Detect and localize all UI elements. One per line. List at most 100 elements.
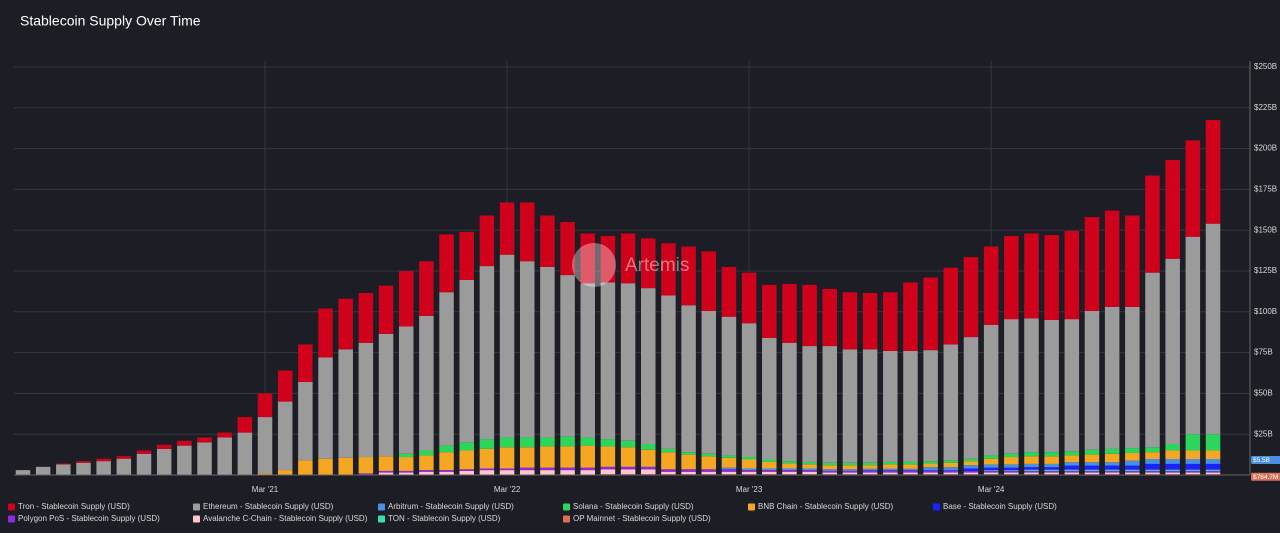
bar-segment [298, 344, 313, 382]
bar-segment [983, 470, 999, 473]
bar-segment [479, 266, 495, 440]
bar-segment [1024, 472, 1039, 475]
bar-segment [883, 470, 898, 473]
bar-segment [983, 455, 999, 459]
bar-segment [903, 468, 918, 471]
bar-segment [600, 446, 616, 467]
bar-segment [1165, 469, 1180, 471]
bar-segment [721, 266, 737, 317]
bar-segment [398, 453, 414, 458]
bar-segment [1185, 450, 1201, 460]
legend-label: Base - Stablecoin Supply (USD) [943, 502, 1057, 511]
legend-item[interactable]: TON - Stablecoin Supply (USD) [378, 514, 501, 523]
bar-segment [1205, 434, 1221, 451]
bar-segment [681, 246, 696, 306]
bar-segment [1004, 457, 1019, 465]
bar-segment [1185, 434, 1201, 451]
bar-segment [116, 456, 132, 459]
bar-segment [721, 471, 737, 475]
bar-segment [1165, 472, 1180, 475]
bar-segment [1004, 472, 1019, 475]
bar-segment [177, 440, 192, 446]
bar-segment [1004, 453, 1019, 458]
bar-segment [903, 461, 918, 465]
bar-segment [842, 470, 858, 473]
x-tick-label: Mar '22 [494, 485, 521, 494]
end-badge-box [1251, 456, 1280, 465]
bar-segment [318, 458, 333, 475]
bar-segment [378, 472, 394, 475]
bar-segment [1125, 306, 1140, 449]
bar-segment [943, 460, 959, 463]
bar-segment [1064, 472, 1080, 475]
bar-segment [156, 444, 172, 449]
legend-label: Tron - Stablecoin Supply (USD) [18, 502, 130, 511]
bar-segment [862, 468, 878, 471]
bar-segment [378, 333, 394, 457]
bar-segment [1004, 464, 1019, 468]
bar-segment [1205, 223, 1221, 435]
bar-segment [923, 470, 938, 473]
bar-segment [76, 461, 91, 463]
bar-segment [943, 467, 959, 471]
legend-item[interactable]: Avalanche C-Chain - Stablecoin Supply (U… [193, 514, 368, 523]
bar-segment [721, 316, 737, 456]
bar-segment [641, 449, 656, 467]
bar-segment [1205, 463, 1221, 470]
bar-segment [1205, 459, 1221, 464]
bar-segment [1024, 470, 1039, 473]
watermark-logo [572, 243, 616, 287]
bar-segment [1125, 469, 1140, 471]
bar-segment [1125, 470, 1140, 473]
bar-segment [1165, 463, 1180, 470]
bar-segment [439, 470, 454, 472]
bar-segment [762, 337, 777, 460]
bar-segment [1044, 456, 1059, 464]
bar-segment [1004, 235, 1019, 320]
bar-segment [1064, 465, 1080, 470]
legend-item[interactable]: Solana - Stablecoin Supply (USD) [563, 502, 694, 511]
bar-segment [499, 254, 515, 438]
legend-item[interactable]: Tron - Stablecoin Supply (USD) [8, 502, 130, 511]
bar-segment [802, 468, 817, 471]
x-tick-label: Mar '21 [252, 485, 279, 494]
bar-segment [96, 461, 111, 475]
bar-segment [1044, 463, 1059, 468]
bar-segment [963, 337, 979, 459]
bar-segment [358, 342, 374, 458]
bar-segment [641, 466, 656, 470]
bar-segment [15, 470, 31, 475]
bar-segment [1205, 469, 1221, 471]
legend-item[interactable]: Polygon PoS - Stablecoin Supply (USD) [8, 514, 160, 523]
bar-segment [1145, 472, 1160, 475]
bar-segment [560, 446, 575, 468]
bar-segment [903, 464, 918, 469]
bar-segment [1044, 469, 1059, 471]
bar-segment [681, 305, 696, 453]
bar-segment [1004, 319, 1019, 454]
bar-segment [1125, 472, 1140, 475]
bar-segment [499, 447, 515, 469]
legend-item[interactable]: Ethereum - Stablecoin Supply (USD) [193, 502, 334, 511]
bar-segment [1044, 319, 1059, 453]
bar-segment [1084, 469, 1100, 471]
bar-segment [519, 447, 535, 468]
legend-swatch [193, 503, 200, 511]
bar-segment [479, 215, 495, 267]
bar-segment [398, 457, 414, 471]
bar-segment [1024, 233, 1039, 319]
bar-segment [1205, 470, 1221, 473]
bar-segment [1084, 470, 1100, 473]
legend-item[interactable]: BNB Chain - Stablecoin Supply (USD) [748, 502, 894, 511]
legend-label: Solana - Stablecoin Supply (USD) [573, 502, 694, 511]
legend-item[interactable]: Base - Stablecoin Supply (USD) [933, 502, 1057, 511]
bar-segment [963, 472, 979, 475]
bar-segment [1185, 469, 1201, 471]
legend-item[interactable]: Arbitrum - Stablecoin Supply (USD) [378, 502, 514, 511]
bar-segment [1205, 450, 1221, 460]
bar-segment [782, 471, 797, 475]
y-tick-label: $175B [1254, 185, 1277, 194]
y-tick-label: $150B [1254, 225, 1277, 234]
bar-segment [479, 468, 495, 471]
legend-item[interactable]: OP Mainnet - Stablecoin Supply (USD) [563, 514, 711, 523]
